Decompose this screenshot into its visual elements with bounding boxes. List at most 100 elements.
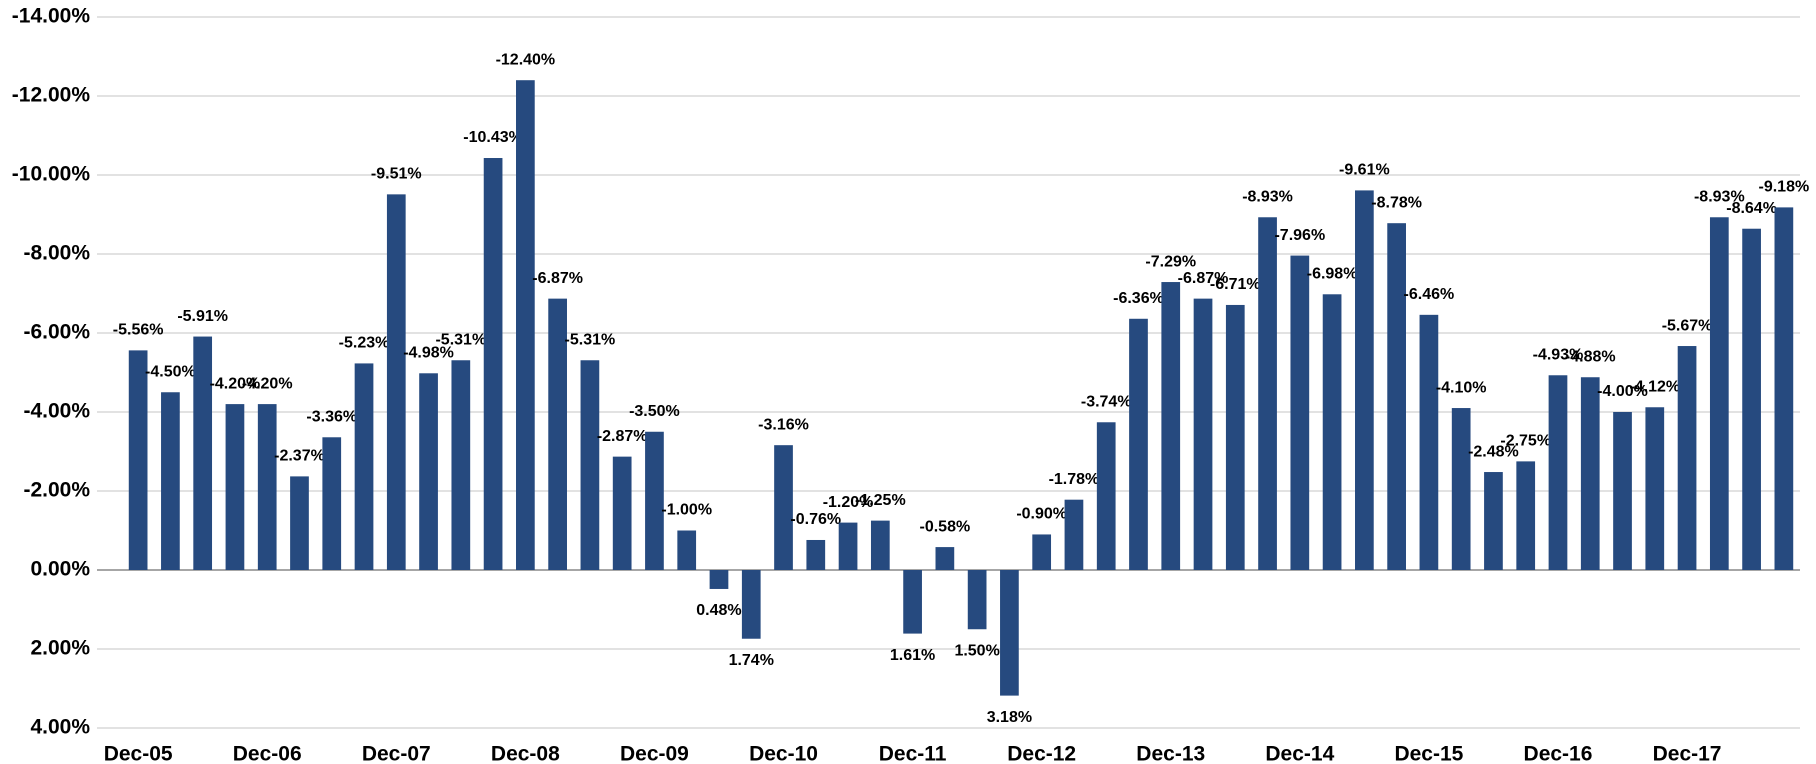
data-label: -4.12%	[1629, 378, 1680, 395]
data-label: -2.48%	[1468, 443, 1519, 460]
bar	[1000, 570, 1019, 696]
data-label: -4.93%	[1533, 346, 1584, 363]
data-label: -2.37%	[274, 448, 325, 465]
data-label: -4.20%	[242, 375, 293, 392]
data-label: -0.58%	[920, 518, 971, 535]
data-label: -9.18%	[1759, 179, 1810, 196]
bar	[677, 530, 697, 570]
y-tick-label: -6.00%	[23, 321, 90, 344]
data-label: -4.10%	[1436, 379, 1487, 396]
bar	[741, 570, 761, 639]
data-label: -5.91%	[177, 308, 228, 325]
bar	[1387, 223, 1406, 570]
bar	[1742, 228, 1761, 570]
bar	[1032, 534, 1052, 570]
data-label: -12.40%	[496, 51, 556, 68]
data-label: -1.25%	[855, 492, 906, 509]
bar	[1355, 190, 1374, 570]
bar	[1322, 294, 1342, 570]
x-tick-label: Dec-07	[362, 743, 431, 764]
x-tick-label: Dec-15	[1394, 743, 1463, 764]
bar	[903, 570, 922, 634]
x-tick-label: Dec-09	[620, 743, 689, 764]
bar	[290, 476, 309, 570]
bar	[548, 298, 567, 570]
bar	[580, 360, 600, 570]
bar	[1516, 461, 1536, 570]
bar	[483, 158, 503, 570]
data-label: -8.78%	[1371, 194, 1422, 211]
bar	[128, 350, 148, 570]
bar	[1064, 499, 1084, 570]
data-label: -1.78%	[1049, 471, 1100, 488]
bar	[225, 404, 245, 570]
x-tick-label: Dec-08	[491, 743, 560, 764]
data-label: -9.61%	[1339, 162, 1390, 179]
x-tick-label: Dec-16	[1524, 743, 1593, 764]
bar	[1677, 346, 1697, 570]
bar	[1580, 377, 1600, 570]
data-label: 0.48%	[696, 602, 741, 619]
bar	[838, 522, 858, 570]
data-label: -8.64%	[1726, 200, 1777, 217]
data-label: -6.87%	[532, 270, 583, 287]
data-label: -3.36%	[306, 408, 357, 425]
data-label: -2.87%	[597, 428, 648, 445]
bar	[451, 360, 471, 570]
data-label: -3.50%	[629, 403, 680, 420]
bar	[161, 392, 180, 570]
bar	[709, 570, 729, 589]
bar	[935, 547, 955, 570]
data-label: 3.18%	[987, 709, 1032, 726]
data-label: -6.46%	[1404, 286, 1455, 303]
data-label: -1.00%	[661, 502, 712, 519]
data-label: -4.98%	[403, 345, 454, 362]
data-label: -4.20%	[210, 375, 261, 392]
y-tick-label: -4.00%	[23, 400, 90, 423]
data-label: -9.51%	[371, 166, 422, 183]
data-label: -7.96%	[1274, 227, 1325, 244]
bar	[967, 570, 987, 630]
data-label: -5.67%	[1662, 317, 1713, 334]
bar	[806, 539, 826, 570]
bar	[1258, 217, 1277, 570]
x-tick-label: Dec-12	[1007, 743, 1076, 764]
bar	[386, 194, 406, 571]
bar	[1774, 207, 1794, 570]
x-tick-label: Dec-17	[1653, 743, 1722, 764]
data-label: -7.29%	[1145, 253, 1196, 270]
data-label: -5.23%	[339, 335, 390, 352]
data-label: -0.90%	[1016, 506, 1067, 523]
data-label: -6.36%	[1113, 290, 1164, 307]
bar	[1484, 472, 1503, 570]
bar	[193, 336, 213, 570]
data-label: -6.98%	[1307, 266, 1358, 283]
bar	[1193, 298, 1213, 570]
data-label: -1.20%	[823, 494, 874, 511]
data-label: -4.50%	[145, 363, 196, 380]
bar	[645, 431, 664, 570]
y-tick-label: -10.00%	[12, 163, 91, 186]
y-tick-label: -14.00%	[12, 5, 91, 28]
bar	[1096, 422, 1116, 570]
data-label: 1.61%	[890, 647, 935, 664]
y-tick-label: 0.00%	[30, 558, 90, 581]
bar	[419, 373, 438, 570]
bar	[1161, 282, 1181, 570]
data-label: -3.16%	[758, 416, 809, 433]
x-tick-label: Dec-05	[104, 743, 173, 764]
bar	[516, 80, 535, 570]
y-tick-label: -12.00%	[12, 84, 91, 107]
bar	[870, 520, 890, 570]
bar	[1129, 318, 1148, 570]
data-label: -5.31%	[565, 331, 616, 348]
bar	[1613, 412, 1632, 570]
data-label: -3.74%	[1081, 393, 1132, 410]
data-label: 1.50%	[954, 642, 999, 659]
y-tick-label: -2.00%	[23, 479, 90, 502]
bar	[1451, 408, 1471, 570]
y-tick-label: 2.00%	[30, 637, 90, 660]
bar	[257, 404, 277, 570]
x-tick-label: Dec-06	[233, 743, 302, 764]
